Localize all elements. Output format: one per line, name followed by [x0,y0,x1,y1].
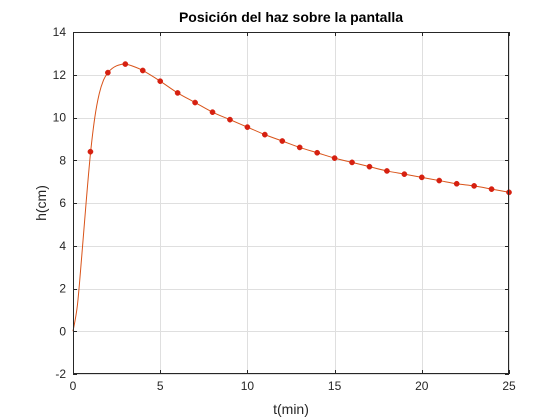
axes-ticks: 0 5 10 15 20 25 -2 0 2 4 6 8 10 12 14 [53,25,516,393]
y-tick-label: 14 [53,25,67,39]
data-point [366,163,373,170]
data-point [227,116,233,123]
data-point [453,180,460,187]
data-point [192,99,198,106]
series-layer [72,61,512,332]
y-axis-label: h(cm) [33,185,49,221]
chart-title: Posición del haz sobre la pantalla [179,9,403,25]
x-tick-label: 20 [415,379,429,393]
y-tick-label: 2 [59,282,66,296]
data-point [401,171,408,177]
data-point [296,144,303,151]
data-point [471,183,477,189]
data-point [349,159,355,166]
y-tick-label: 8 [59,153,66,167]
data-point [488,186,495,192]
grid [73,32,510,375]
data-point [122,61,129,67]
data-point [279,138,286,144]
data-point [436,177,443,184]
data-point [174,90,181,96]
data-point [331,155,338,161]
data-point [157,78,164,85]
data-point [105,69,111,76]
y-tick-label: 12 [53,68,67,82]
data-point [244,124,251,130]
y-tick-label: 10 [53,111,67,125]
data-point [261,131,268,138]
x-tick-label: 5 [157,379,164,393]
data-point [314,149,321,156]
y-tick-label: 4 [59,239,66,253]
data-point [139,67,146,74]
y-tick-label: -2 [55,367,66,381]
data-point [87,148,94,155]
x-tick-label: 25 [502,379,516,393]
data-point [384,168,390,174]
x-axis-label: t(min) [273,401,309,417]
x-tick-label: 15 [328,379,342,393]
x-tick-label: 0 [70,379,77,393]
data-point [209,109,216,116]
data-point [418,174,425,181]
y-tick-label: 6 [59,196,66,210]
y-tick-label: 0 [59,324,66,338]
x-tick-label: 10 [241,379,255,393]
